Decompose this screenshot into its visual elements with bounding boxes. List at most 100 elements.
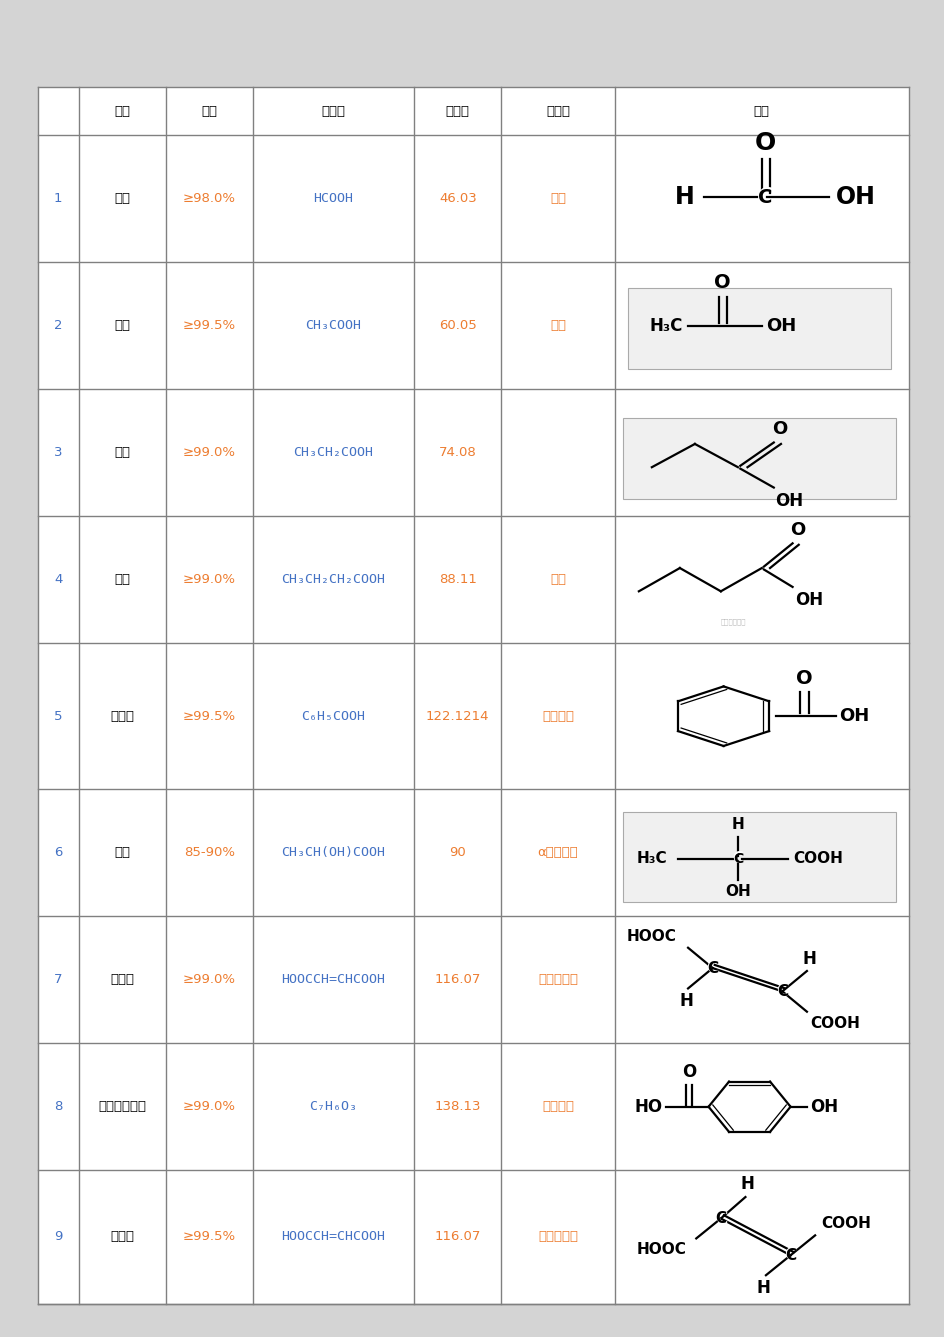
Text: C: C <box>776 984 787 999</box>
Bar <box>622 812 895 902</box>
Text: 122.1214: 122.1214 <box>426 710 489 723</box>
Text: 9: 9 <box>54 1230 62 1243</box>
Text: OH: OH <box>766 317 796 334</box>
Text: 分子式: 分子式 <box>321 104 346 118</box>
Text: 丁酸: 丁酸 <box>114 574 130 586</box>
Text: 顺丁烯二酸: 顺丁烯二酸 <box>537 1230 578 1243</box>
Text: COOH: COOH <box>792 852 842 866</box>
Text: 90: 90 <box>449 846 465 860</box>
Text: 4: 4 <box>54 574 62 586</box>
Text: 含量: 含量 <box>201 104 217 118</box>
Text: 8: 8 <box>54 1100 62 1114</box>
Text: 名称: 名称 <box>114 104 130 118</box>
Text: 5: 5 <box>54 710 62 723</box>
Text: C: C <box>757 187 773 207</box>
Text: C: C <box>784 1247 795 1263</box>
Text: 蚁酸: 蚁酸 <box>549 193 565 205</box>
Text: C: C <box>706 960 717 976</box>
Text: 甲酸: 甲酸 <box>114 193 130 205</box>
Text: α羟基丙酸: α羟基丙酸 <box>537 846 578 860</box>
Text: HO: HO <box>633 1098 662 1115</box>
Text: H: H <box>756 1280 770 1297</box>
Text: O: O <box>795 668 812 687</box>
Text: 46.03: 46.03 <box>438 193 476 205</box>
Text: ≥99.0%: ≥99.0% <box>183 973 236 987</box>
Text: 乳酸: 乳酸 <box>114 846 130 860</box>
Text: ≥99.0%: ≥99.0% <box>183 1100 236 1114</box>
Text: HCOOH: HCOOH <box>313 193 353 205</box>
Text: O: O <box>681 1063 696 1082</box>
Text: 酪酸: 酪酸 <box>549 574 565 586</box>
Text: 尼泊金酸: 尼泊金酸 <box>542 1100 573 1114</box>
Text: 乙酸: 乙酸 <box>114 320 130 332</box>
Text: OH: OH <box>794 591 822 610</box>
Text: C₆H₅COOH: C₆H₅COOH <box>301 710 365 723</box>
Text: COOH: COOH <box>810 1016 860 1031</box>
Text: 60.05: 60.05 <box>438 320 476 332</box>
Text: 6: 6 <box>54 846 62 860</box>
Text: 丁酸结构简式: 丁酸结构简式 <box>719 619 745 626</box>
Text: ≥99.0%: ≥99.0% <box>183 574 236 586</box>
Text: ≥99.5%: ≥99.5% <box>183 320 236 332</box>
Text: OH: OH <box>838 707 868 725</box>
Text: H₃C: H₃C <box>649 317 683 334</box>
Text: 2: 2 <box>54 320 62 332</box>
Text: 分子量: 分子量 <box>446 104 469 118</box>
Text: H: H <box>674 186 694 210</box>
Text: 苯甲酸: 苯甲酸 <box>110 710 134 723</box>
Text: O: O <box>789 521 804 539</box>
Text: CH₃CH(OH)COOH: CH₃CH(OH)COOH <box>281 846 385 860</box>
Text: HOOCCH=CHCOOH: HOOCCH=CHCOOH <box>281 973 385 987</box>
Text: C: C <box>706 959 718 977</box>
Text: C: C <box>714 1210 726 1227</box>
Text: CH₃CH₂CH₂COOH: CH₃CH₂CH₂COOH <box>281 574 385 586</box>
Text: O: O <box>714 273 730 293</box>
Text: O: O <box>771 420 786 439</box>
Text: 醋酸: 醋酸 <box>549 320 565 332</box>
Text: ≥99.5%: ≥99.5% <box>183 710 236 723</box>
Text: ≥98.0%: ≥98.0% <box>183 193 236 205</box>
Text: C: C <box>758 189 772 207</box>
Text: 116.07: 116.07 <box>434 1230 480 1243</box>
Text: C: C <box>732 852 742 865</box>
Text: H: H <box>801 949 815 968</box>
Text: ≥99.5%: ≥99.5% <box>183 1230 236 1243</box>
Text: OH: OH <box>724 884 750 898</box>
Text: 74.08: 74.08 <box>438 447 476 459</box>
Text: 116.07: 116.07 <box>434 973 480 987</box>
Text: H: H <box>679 992 692 1009</box>
Text: C: C <box>775 983 787 1000</box>
Text: H: H <box>731 817 744 833</box>
Text: 反丁烯二酸: 反丁烯二酸 <box>537 973 578 987</box>
Text: CH₃COOH: CH₃COOH <box>305 320 362 332</box>
Text: OH: OH <box>835 186 875 210</box>
Text: 化学名: 化学名 <box>546 104 569 118</box>
Bar <box>627 287 890 369</box>
Text: ≥99.0%: ≥99.0% <box>183 447 236 459</box>
Text: H: H <box>740 1175 753 1194</box>
Text: 88.11: 88.11 <box>438 574 476 586</box>
Text: COOH: COOH <box>820 1217 869 1231</box>
Text: CH₃CH₂COOH: CH₃CH₂COOH <box>294 447 373 459</box>
Text: 马来酸: 马来酸 <box>110 1230 134 1243</box>
Text: 结构: 结构 <box>753 104 769 118</box>
Text: HOOCCH=CHCOOH: HOOCCH=CHCOOH <box>281 1230 385 1243</box>
Text: HOOC: HOOC <box>626 929 675 944</box>
Text: 富马酸: 富马酸 <box>110 973 134 987</box>
Text: 丙酸: 丙酸 <box>114 447 130 459</box>
Text: O: O <box>754 131 775 155</box>
Text: C: C <box>715 1211 726 1226</box>
Text: 7: 7 <box>54 973 62 987</box>
Bar <box>622 417 895 499</box>
Text: 85-90%: 85-90% <box>184 846 235 860</box>
Text: C: C <box>784 1246 796 1265</box>
Text: OH: OH <box>809 1098 837 1115</box>
Text: C: C <box>732 852 743 866</box>
Text: C₇H₆O₃: C₇H₆O₃ <box>310 1100 357 1114</box>
Text: 3: 3 <box>54 447 62 459</box>
Text: H₃C: H₃C <box>636 852 666 866</box>
Text: 138.13: 138.13 <box>434 1100 480 1114</box>
Text: 安息香酸: 安息香酸 <box>542 710 573 723</box>
Text: HOOC: HOOC <box>636 1242 685 1257</box>
Text: OH: OH <box>774 492 802 509</box>
